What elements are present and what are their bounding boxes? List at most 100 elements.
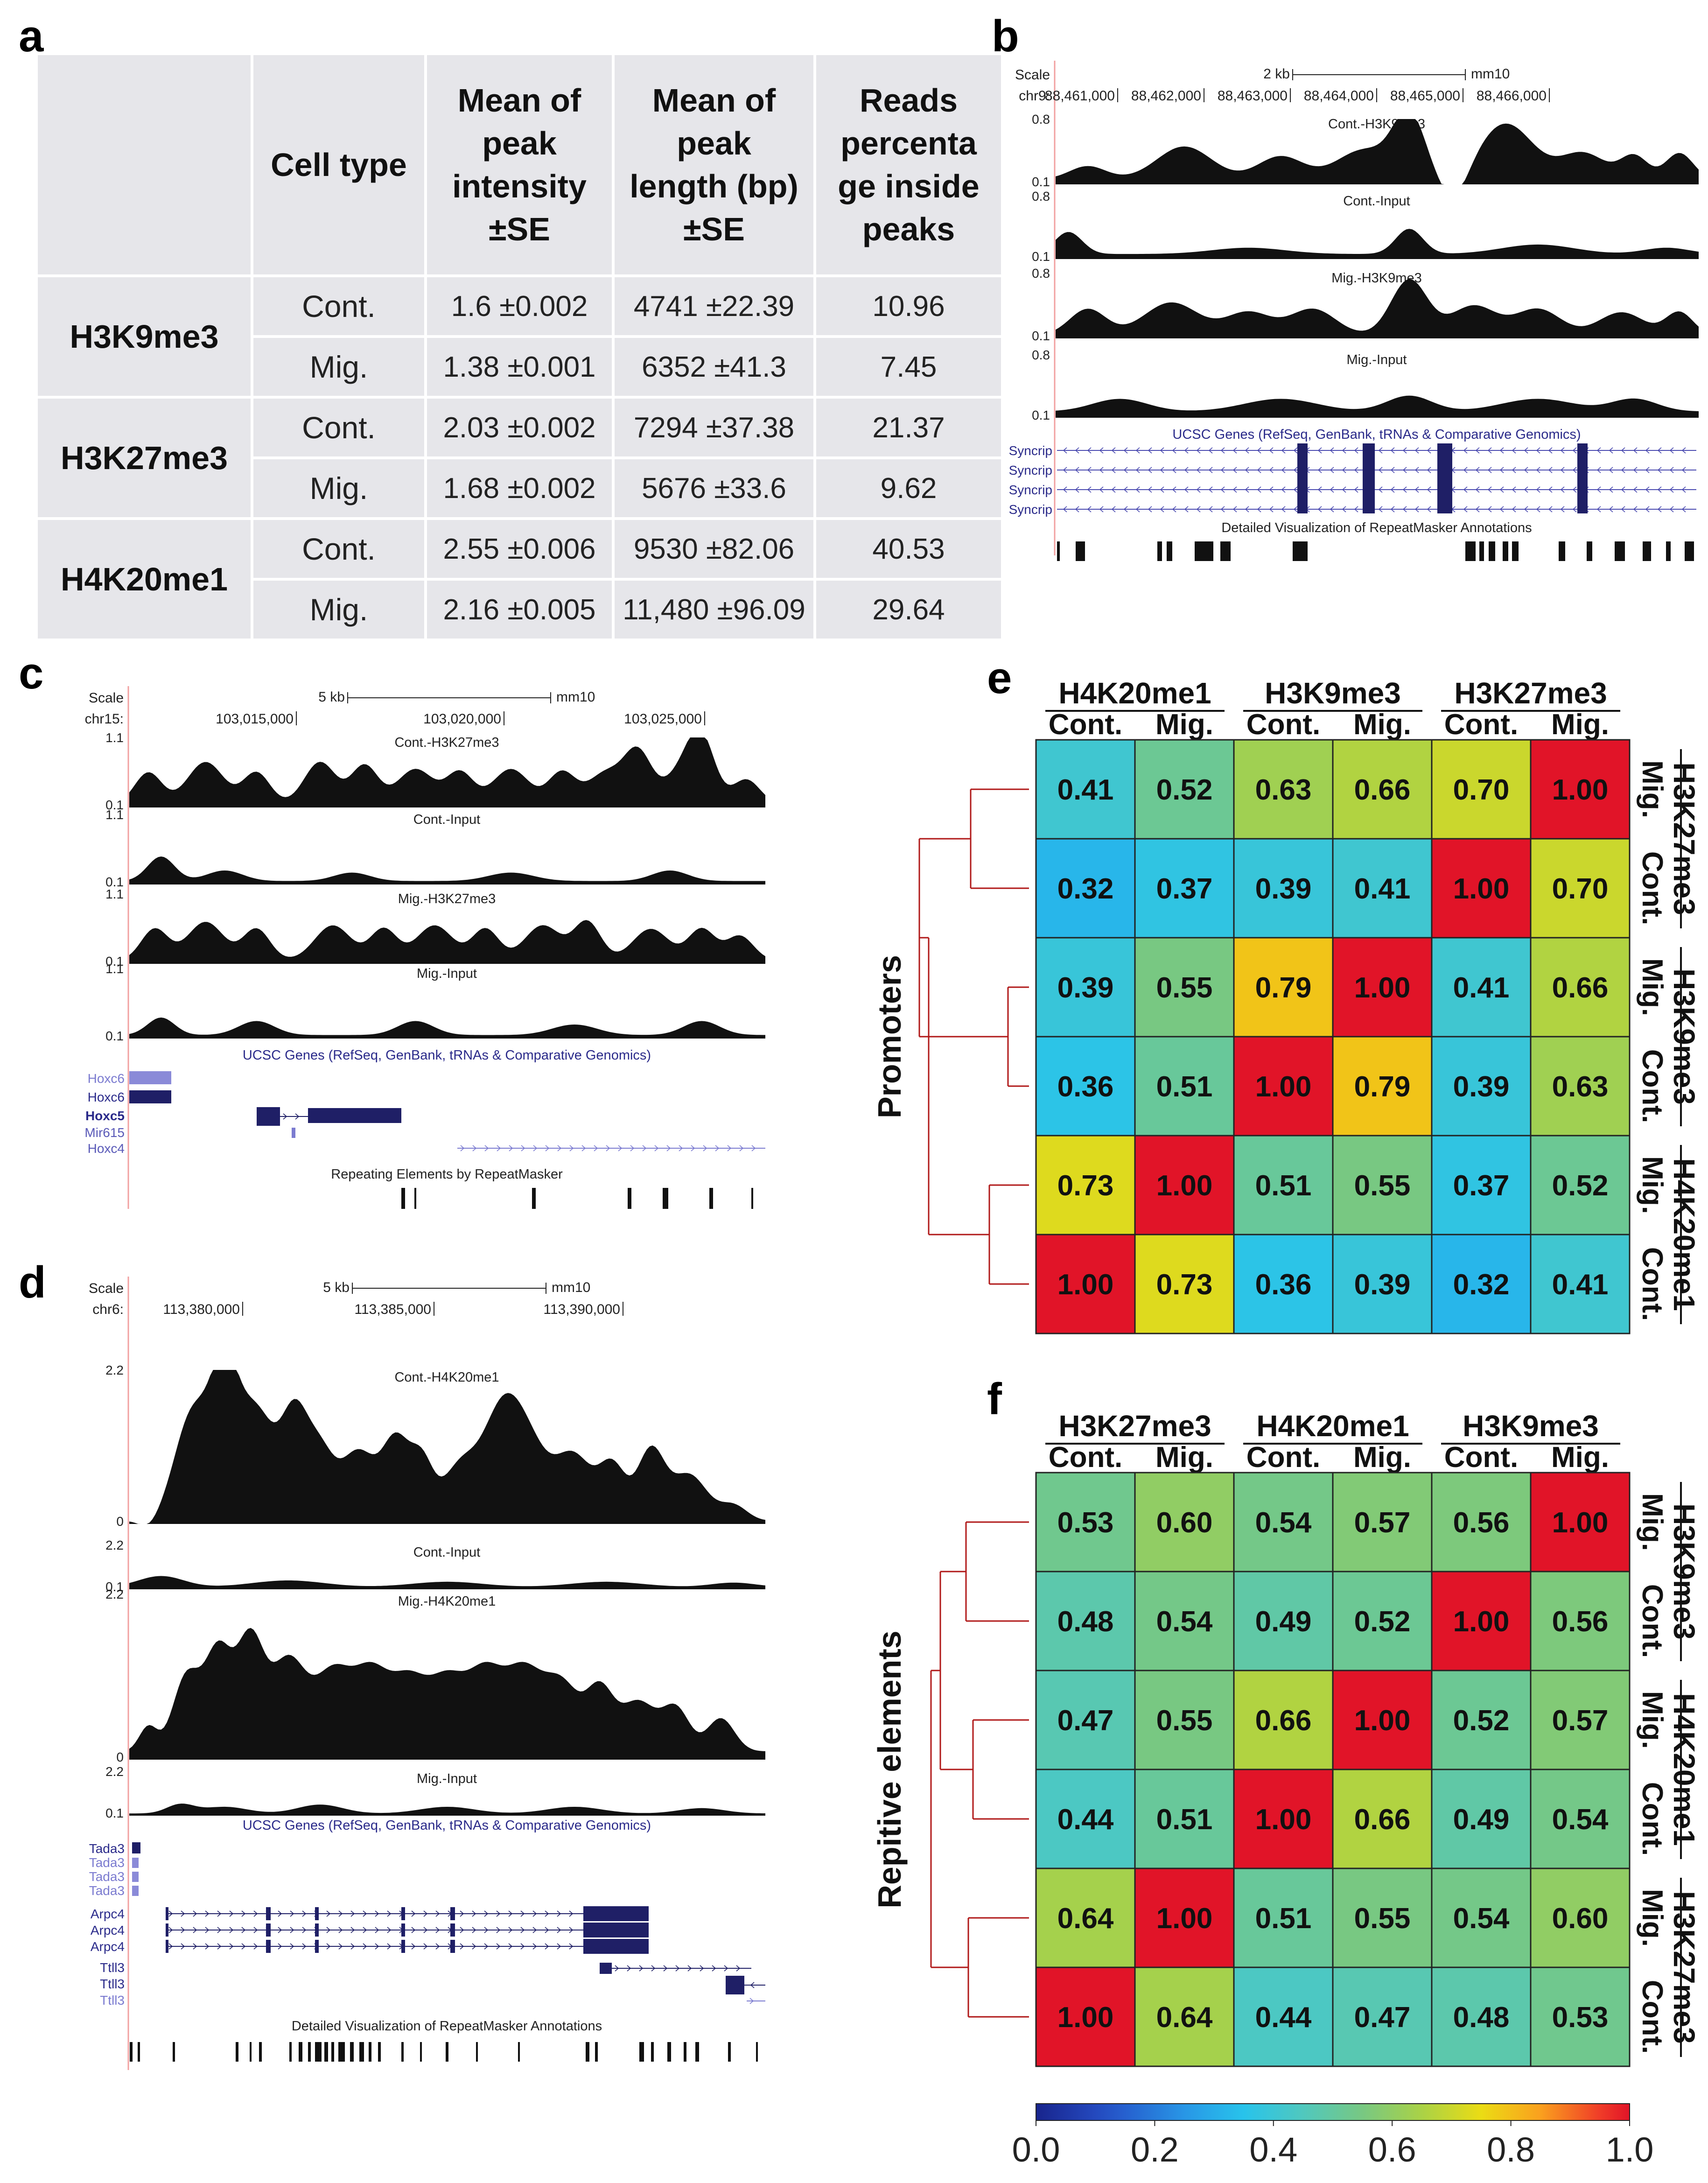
strand-arrow <box>1560 467 1565 473</box>
coordinate-label: 88,465,000 <box>1390 88 1460 104</box>
strand-arrow <box>1087 486 1092 493</box>
heatmap-cell <box>1134 937 1235 1038</box>
column-label: Cont. <box>1444 1441 1518 1474</box>
header-line: peak <box>482 125 557 161</box>
track-ymax-label: 2.2 <box>105 1363 124 1377</box>
repeat-element <box>1666 541 1671 561</box>
gene-exon <box>166 1923 168 1937</box>
heatmap-cell <box>1530 1867 1631 1968</box>
strand-arrow <box>1220 447 1225 454</box>
colorbar-tick-label: 0.4 <box>1249 2130 1297 2169</box>
heatmap-cell-label: 0.44 <box>1057 1804 1114 1836</box>
repeat-element <box>1559 541 1565 561</box>
strand-arrow <box>1681 447 1686 454</box>
panel-letter-e: e <box>987 653 1012 703</box>
heatmap-cell-label: 0.47 <box>1057 1705 1114 1737</box>
heatmap-cell-label: 0.57 <box>1354 1507 1411 1539</box>
strand-arrow <box>496 1910 501 1917</box>
strand-arrow <box>241 1943 246 1950</box>
heatmap-cell <box>1332 1966 1433 2067</box>
gene-label: Hoxc4 <box>88 1141 125 1156</box>
scale-bar-label: 5 kb <box>323 1280 350 1295</box>
heatmap-cell <box>1332 1769 1433 1869</box>
table-cell-reads: 7.45 <box>816 338 1001 396</box>
gene-exon <box>257 1107 280 1126</box>
repeat-element <box>1293 541 1308 561</box>
row-label: Mig. <box>1636 1156 1668 1214</box>
strand-arrow <box>1063 467 1067 473</box>
header-line: percenta <box>840 125 977 161</box>
heatmap-cell <box>1431 1472 1532 1572</box>
assembly-label: mm10 <box>552 1280 590 1295</box>
strand-arrow <box>1475 506 1480 512</box>
column-label: Mig. <box>1551 1441 1609 1474</box>
gene-label: Tada3 <box>89 1883 125 1898</box>
heatmap-cell <box>1431 739 1532 840</box>
heatmap-cell-label: 0.55 <box>1156 1705 1213 1737</box>
heatmap-cell <box>1134 1234 1235 1334</box>
strand-arrow <box>1232 467 1237 473</box>
heatmap-cell <box>1431 1135 1532 1235</box>
strand-arrow <box>724 1965 728 1972</box>
strand-arrow <box>521 1145 525 1151</box>
gene-exon <box>1297 443 1308 513</box>
gene-exon <box>166 1940 168 1953</box>
column-label: Cont. <box>1444 709 1518 741</box>
strand-arrow <box>1414 486 1419 493</box>
strand-arrow <box>1596 447 1601 454</box>
heatmap-cell <box>1233 838 1334 939</box>
strand-arrow <box>1160 447 1164 454</box>
strand-arrow <box>1172 447 1176 454</box>
strand-arrow <box>1390 467 1395 473</box>
signal-track <box>129 1018 765 1039</box>
track-name: Mig.-H3K27me3 <box>398 891 496 906</box>
table-cell-reads: 21.37 <box>816 399 1001 456</box>
coordinate-label: 88,464,000 <box>1304 88 1374 104</box>
repeat-element <box>1489 541 1495 561</box>
strand-arrow <box>205 1910 210 1917</box>
strand-arrow <box>569 1943 574 1950</box>
strand-arrow <box>460 1927 464 1933</box>
heatmap-cell-label: 0.49 <box>1453 1804 1510 1836</box>
signal-track <box>1056 395 1699 418</box>
strand-arrow <box>181 1943 185 1950</box>
gene-exon <box>450 1907 455 1920</box>
heatmap-cell-label: 0.51 <box>1255 1902 1312 1935</box>
header-line: intensity <box>452 168 587 204</box>
strand-arrow <box>423 1910 428 1917</box>
repeat-element <box>350 2042 354 2062</box>
strand-arrow <box>460 1910 464 1917</box>
heatmap-cell-label: 1.00 <box>1156 1170 1213 1202</box>
strand-arrow <box>1536 486 1540 493</box>
heatmap-cell <box>1431 1234 1532 1334</box>
track-ymin-label: 0 <box>116 1750 124 1764</box>
strand-arrow <box>750 1982 755 1988</box>
track-ymax-label: 0.8 <box>1032 348 1050 362</box>
strand-arrow <box>205 1943 210 1950</box>
heatmap-cell-label: 0.63 <box>1552 1071 1609 1103</box>
strand-arrow <box>712 1965 716 1972</box>
heatmap-cell <box>1035 1867 1136 1968</box>
strand-arrow <box>278 1910 282 1917</box>
strand-arrow <box>168 1927 173 1933</box>
heatmap-cell-label: 0.47 <box>1354 2001 1411 2034</box>
repeat-element <box>401 2042 404 2062</box>
repeat-element <box>308 2042 311 2062</box>
row-label: Cont. <box>1636 851 1668 925</box>
strand-arrow <box>472 1145 477 1151</box>
column-group-label: H3K9me3 <box>1463 1409 1599 1443</box>
table-body: H3K9me3 Cont. 1.6 ±0.002 4741 ±22.39 10.96 Mi… <box>38 277 1001 639</box>
repeat-element <box>684 2042 686 2062</box>
strand-arrow <box>1499 467 1504 473</box>
track-name: Cont.-Input <box>413 1545 480 1560</box>
genome-browser-b: Scale chr9: 2 kb mm10 88,461,000 88,462,000 88… <box>999 61 1703 565</box>
repeat-element <box>315 2042 322 2062</box>
strand-arrow <box>1645 486 1650 493</box>
repeat-element <box>1587 541 1592 561</box>
strand-arrow <box>484 1927 489 1933</box>
coordinate-label: 88,462,000 <box>1131 88 1201 104</box>
heatmap-cell-label: 1.00 <box>1255 1071 1312 1103</box>
heatmap-cell-label: 0.41 <box>1552 1269 1609 1301</box>
heatmap-cell-label: 0.54 <box>1255 1507 1312 1539</box>
repeat-element <box>259 2042 262 2062</box>
